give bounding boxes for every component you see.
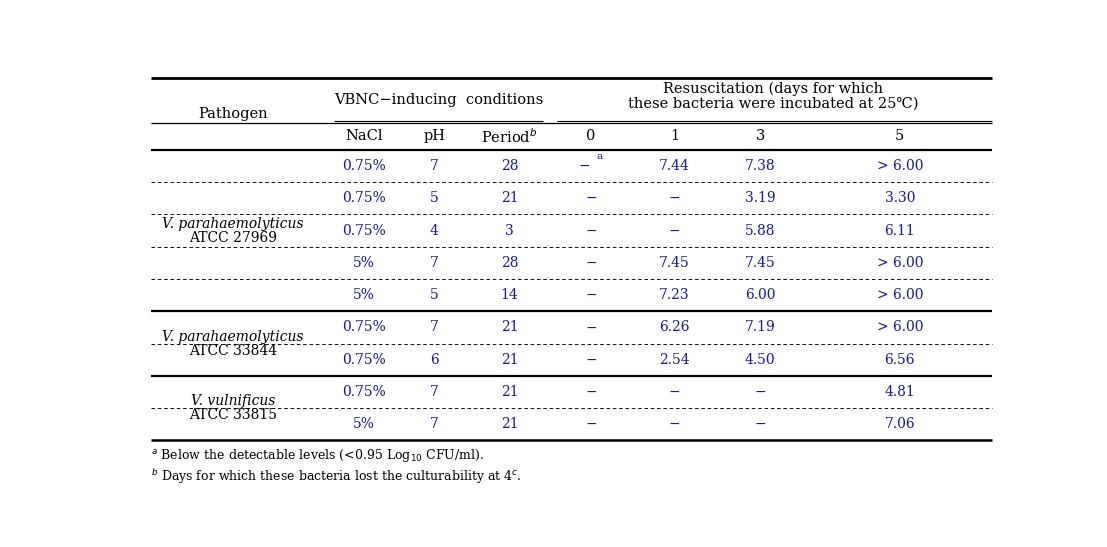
Text: 7: 7 — [430, 385, 438, 399]
Text: −: − — [755, 385, 766, 399]
Text: NaCl: NaCl — [344, 129, 382, 143]
Text: > 6.00: > 6.00 — [877, 321, 923, 334]
Text: −: − — [586, 191, 597, 205]
Text: 0.75%: 0.75% — [342, 191, 385, 205]
Text: > 6.00: > 6.00 — [877, 159, 923, 173]
Text: 6.11: 6.11 — [884, 224, 915, 237]
Text: > 6.00: > 6.00 — [877, 256, 923, 270]
Text: 4.81: 4.81 — [884, 385, 915, 399]
Text: −: − — [586, 353, 597, 367]
Text: 6: 6 — [430, 353, 438, 367]
Text: Resuscitation (days for which: Resuscitation (days for which — [663, 82, 883, 96]
Text: 5%: 5% — [353, 256, 374, 270]
Text: 7.06: 7.06 — [884, 417, 915, 432]
Text: VBNC−inducing  conditions: VBNC−inducing conditions — [334, 94, 544, 107]
Text: ATCC 27969: ATCC 27969 — [189, 231, 277, 245]
Text: 0.75%: 0.75% — [342, 321, 385, 334]
Text: 21: 21 — [500, 417, 518, 432]
Text: 3.19: 3.19 — [745, 191, 776, 205]
Text: V. vulnificus: V. vulnificus — [190, 394, 275, 408]
Text: > 6.00: > 6.00 — [877, 288, 923, 302]
Text: 7.23: 7.23 — [660, 288, 690, 302]
Text: 7: 7 — [430, 417, 438, 432]
Text: 7: 7 — [430, 159, 438, 173]
Text: 5.88: 5.88 — [745, 224, 776, 237]
Text: −: − — [669, 385, 681, 399]
Text: 3: 3 — [756, 129, 765, 143]
Text: 0.75%: 0.75% — [342, 224, 385, 237]
Text: 1: 1 — [670, 129, 679, 143]
Text: 5: 5 — [430, 288, 438, 302]
Text: 4: 4 — [430, 224, 438, 237]
Text: 7.19: 7.19 — [745, 321, 776, 334]
Text: pH: pH — [423, 129, 445, 143]
Text: 21: 21 — [500, 191, 518, 205]
Text: 6.00: 6.00 — [745, 288, 776, 302]
Text: 7: 7 — [430, 321, 438, 334]
Text: −: − — [586, 224, 597, 237]
Text: 5%: 5% — [353, 417, 374, 432]
Text: 5%: 5% — [353, 288, 374, 302]
Text: 21: 21 — [500, 353, 518, 367]
Text: ATCC 33815: ATCC 33815 — [189, 408, 277, 422]
Text: 0.75%: 0.75% — [342, 385, 385, 399]
Text: 0.75%: 0.75% — [342, 159, 385, 173]
Text: Period$^b$: Period$^b$ — [482, 127, 538, 146]
Text: 0.75%: 0.75% — [342, 353, 385, 367]
Text: ATCC 33844: ATCC 33844 — [188, 344, 277, 358]
Text: 3: 3 — [505, 224, 514, 237]
Text: these bacteria were incubated at 25℃): these bacteria were incubated at 25℃) — [628, 97, 919, 110]
Text: Pathogen: Pathogen — [198, 107, 268, 121]
Text: 7.45: 7.45 — [659, 256, 690, 270]
Text: 14: 14 — [500, 288, 518, 302]
Text: 7.44: 7.44 — [659, 159, 690, 173]
Text: 7: 7 — [430, 256, 438, 270]
Text: 28: 28 — [500, 159, 518, 173]
Text: −: − — [669, 417, 681, 432]
Text: −: − — [586, 321, 597, 334]
Text: 4.50: 4.50 — [745, 353, 776, 367]
Text: 7.38: 7.38 — [745, 159, 776, 173]
Text: −: − — [755, 417, 766, 432]
Text: −: − — [586, 417, 597, 432]
Text: −: − — [669, 191, 681, 205]
Text: 0: 0 — [587, 129, 596, 143]
Text: 7.45: 7.45 — [745, 256, 776, 270]
Text: −: − — [669, 224, 681, 237]
Text: 6.26: 6.26 — [660, 321, 690, 334]
Text: 5: 5 — [430, 191, 438, 205]
Text: V. parahaemolyticus: V. parahaemolyticus — [162, 329, 303, 344]
Text: −: − — [586, 256, 597, 270]
Text: −: − — [578, 159, 590, 173]
Text: 28: 28 — [500, 256, 518, 270]
Text: a: a — [597, 153, 602, 161]
Text: $^a$ Below the detectable levels (<0.95 Log$_{10}$ CFU/ml).: $^a$ Below the detectable levels (<0.95 … — [152, 447, 484, 464]
Text: 5: 5 — [896, 129, 904, 143]
Text: 3.30: 3.30 — [884, 191, 915, 205]
Text: −: − — [586, 288, 597, 302]
Text: 2.54: 2.54 — [660, 353, 690, 367]
Text: 21: 21 — [500, 385, 518, 399]
Text: −: − — [586, 385, 597, 399]
Text: 6.56: 6.56 — [884, 353, 915, 367]
Text: 21: 21 — [500, 321, 518, 334]
Text: V. parahaemolyticus: V. parahaemolyticus — [162, 217, 303, 230]
Text: $^b$ Days for which these bacteria lost the culturability at 4$^c$.: $^b$ Days for which these bacteria lost … — [152, 467, 523, 486]
